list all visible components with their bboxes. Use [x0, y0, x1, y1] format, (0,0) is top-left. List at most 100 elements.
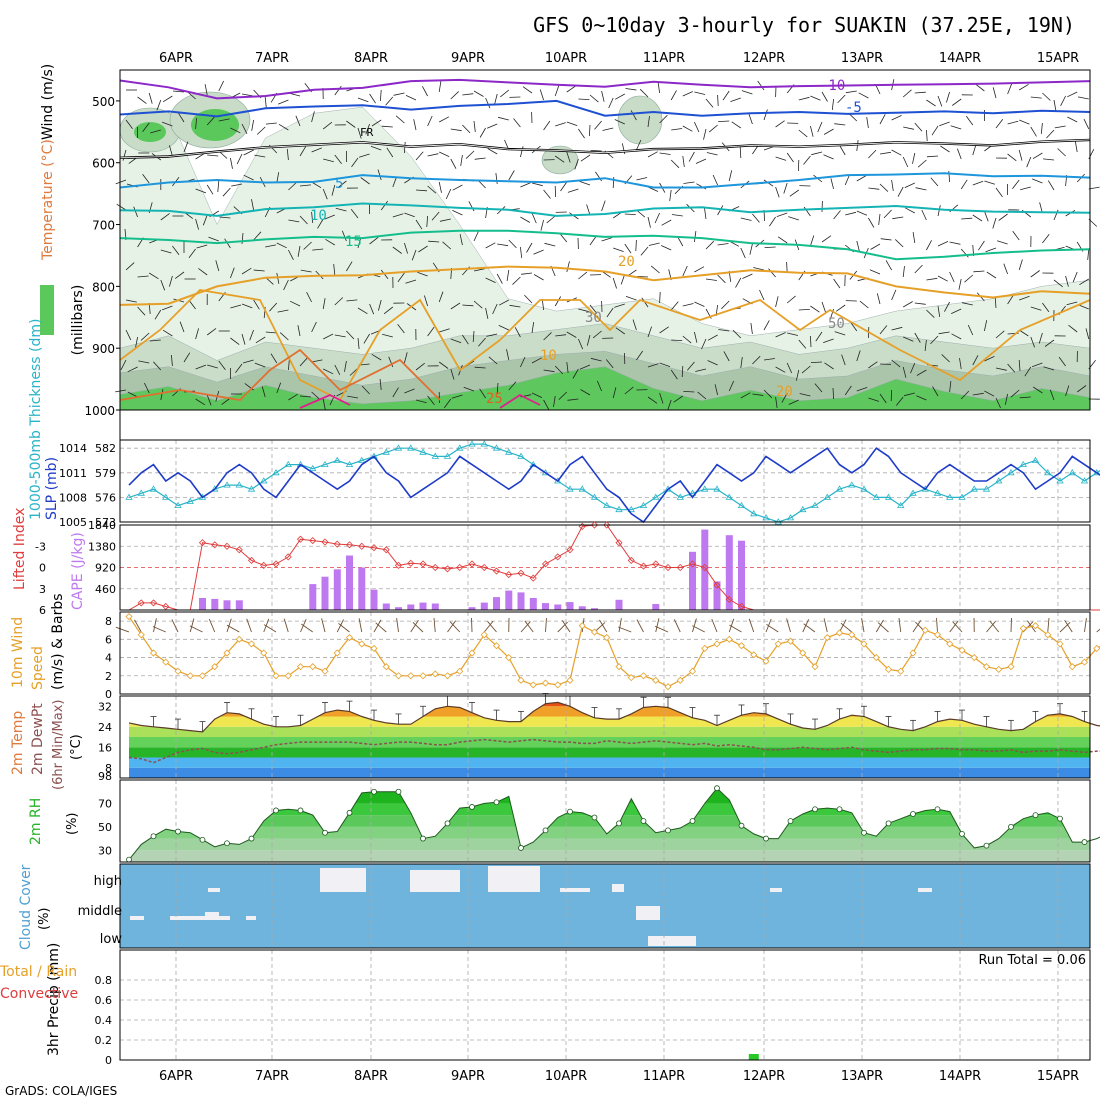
- upper-wind-barb: [208, 236, 219, 242]
- thickness-marker: [1080, 477, 1089, 484]
- temp-ylabel-unit: (°C): [69, 734, 84, 760]
- upper-wind-barb: [640, 246, 649, 256]
- upper-wind-barb: [937, 305, 941, 317]
- lifted-index-marker: [688, 560, 697, 568]
- upper-wind-barb: [869, 269, 881, 275]
- upper-wind-barb: [926, 309, 935, 318]
- upper-wind-barb: [891, 326, 903, 331]
- wind-barb: [748, 618, 755, 633]
- upper-wind-barb: [879, 151, 891, 155]
- upper-wind-barb: [195, 398, 206, 406]
- slp-line: [128, 447, 1100, 524]
- wind-barb: [246, 618, 252, 633]
- upper-wind-barb: [288, 249, 294, 260]
- upper-wind-barb: [912, 232, 916, 244]
- upper-wind-barb: [195, 218, 199, 230]
- rh-marker: [665, 827, 671, 834]
- upper-wind-barb: [903, 126, 915, 130]
- upper-wind-barb: [462, 334, 469, 345]
- contour-label: 30: [585, 310, 602, 326]
- upper-wind-barb: [931, 125, 939, 136]
- thickness-marker: [456, 444, 464, 451]
- cloud-patch: [770, 888, 782, 892]
- date-label-top: 15APR: [1037, 51, 1079, 66]
- upper-wind-barb: [299, 357, 308, 367]
- wind-speed-marker: [345, 633, 354, 642]
- wind-ylabel-2: Speed: [30, 646, 46, 690]
- upper-wind-barb: [960, 179, 968, 190]
- credit-text: GrADS: COLA/IGES: [5, 1084, 117, 1098]
- upper-wind-barb: [207, 154, 219, 157]
- cape-bar: [713, 581, 721, 610]
- upper-wind-barb: [195, 328, 199, 340]
- cloud-ylabel: Cloud Cover: [18, 864, 34, 950]
- date-label-top: 10APR: [545, 51, 587, 66]
- upper-wind-barb: [1078, 304, 1089, 310]
- thickness-marker: [590, 493, 599, 500]
- upper-wind-barb: [427, 395, 435, 405]
- upper-wind-barb: [405, 279, 417, 284]
- upper-wind-barb: [821, 301, 826, 313]
- wind-barb: [839, 619, 847, 633]
- upper-wind-barb: [1065, 275, 1069, 287]
- upper-wind-barb: [775, 186, 780, 198]
- rh-marker: [812, 806, 818, 813]
- wind-speed-marker: [1068, 663, 1076, 671]
- upper-wind-barb: [1024, 366, 1032, 377]
- upper-wind-barb: [1007, 83, 1013, 95]
- thickness-marker: [639, 501, 648, 508]
- upper-wind-barb: [442, 241, 452, 250]
- wind-barb: [655, 625, 669, 633]
- upper-wind-barb: [485, 277, 496, 283]
- upper-wind-barb: [750, 323, 753, 335]
- thickness-marker: [688, 489, 697, 496]
- upper-wind-barb: [253, 269, 265, 272]
- upper-wind-barb: [986, 271, 997, 279]
- upper-wind-barb: [845, 211, 856, 216]
- wind-speed-marker: [321, 667, 329, 675]
- upper-wind-barb: [554, 155, 565, 163]
- upper-wind-barb: [856, 350, 861, 362]
- upper-wind-barb: [788, 399, 799, 405]
- cape-bar: [223, 600, 231, 610]
- wind-barb: [877, 622, 889, 633]
- upper-wind-barb: [1079, 278, 1090, 286]
- upper-wind-barb: [932, 386, 939, 397]
- upper-wind-barb: [278, 123, 289, 131]
- wind-speed-marker: [823, 633, 831, 642]
- isotherm--10: [119, 78, 1091, 100]
- upper-wind-barb: [1018, 149, 1023, 161]
- upper-wind-barb: [786, 261, 788, 274]
- upper-wind-barb: [1030, 336, 1035, 348]
- upper-wind-barb: [485, 242, 496, 249]
- lifted-index-marker: [296, 535, 305, 543]
- upper-wind-barb: [730, 97, 741, 102]
- upper-wind-barb: [984, 320, 988, 332]
- wind-barb: [321, 618, 326, 633]
- upper-wind-barb: [138, 360, 150, 364]
- upper-wind-barb: [397, 272, 405, 283]
- upper-wind-barb: [300, 269, 312, 273]
- thickness-marker: [1068, 469, 1076, 476]
- upper-wind-barb: [759, 289, 765, 301]
- upper-wind-barb: [723, 351, 730, 362]
- rh-blob-moist: [134, 122, 166, 142]
- upper-wind-barb: [586, 334, 591, 346]
- rh-marker: [1032, 812, 1039, 819]
- wind-speed-marker: [774, 640, 782, 648]
- upper-wind-barb: [694, 231, 697, 243]
- upper-wind-barb: [219, 216, 231, 219]
- upper-wind-barb: [135, 336, 138, 348]
- upper-wind-barb: [554, 296, 562, 307]
- precip-run-total: Run Total = 0.06: [978, 953, 1086, 968]
- contour-label: 50: [828, 316, 845, 332]
- lifted-index-marker: [443, 565, 452, 573]
- wind-speed-marker: [1056, 640, 1064, 648]
- upper-wind-barb: [574, 158, 579, 170]
- lifted-index-marker: [358, 542, 366, 550]
- upper-wind-barb: [798, 309, 810, 311]
- upper-wind-barb: [647, 151, 658, 158]
- thickness-marker: [517, 452, 525, 459]
- upper-wind-barb: [781, 392, 788, 403]
- upper-wind-barb: [879, 183, 889, 192]
